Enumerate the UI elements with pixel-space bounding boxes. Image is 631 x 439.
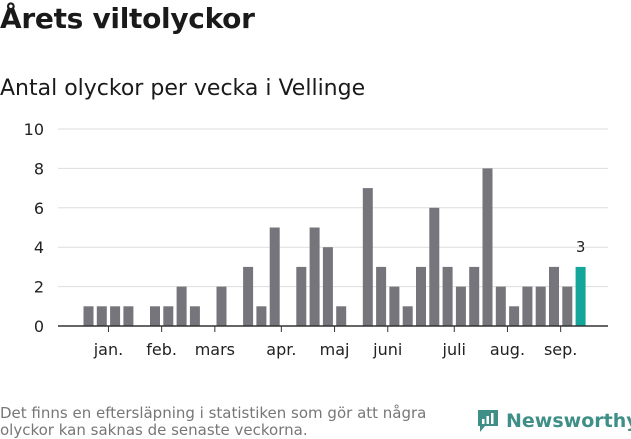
bar xyxy=(562,286,573,326)
bar xyxy=(469,266,480,326)
logo-text: Newsworthy xyxy=(506,410,631,432)
y-tick-label: 0 xyxy=(34,317,44,336)
x-tick-label: feb. xyxy=(146,340,177,359)
bar xyxy=(123,306,134,326)
bar-highlight xyxy=(575,266,586,326)
bars xyxy=(83,168,586,326)
chart-subtitle: Antal olyckor per vecka i Vellinge xyxy=(0,76,366,101)
bar xyxy=(376,266,387,326)
newsworthy-logo: Newsworthy xyxy=(476,408,631,434)
x-tick-label: aug. xyxy=(490,340,525,359)
bar xyxy=(362,188,373,326)
bar xyxy=(256,306,267,326)
newsworthy-logo-icon xyxy=(478,410,498,432)
bar xyxy=(189,306,200,326)
bar xyxy=(482,168,493,326)
bar xyxy=(442,266,453,326)
bar xyxy=(83,306,94,326)
bar xyxy=(322,247,333,326)
bar xyxy=(296,266,307,326)
bar xyxy=(402,306,413,326)
bar xyxy=(389,286,400,326)
bar xyxy=(96,306,107,326)
bar xyxy=(163,306,174,326)
x-tick-label: maj xyxy=(320,340,350,359)
x-tick-label: juli xyxy=(442,340,466,359)
y-tick-label: 4 xyxy=(34,238,44,257)
x-tick-label: jan. xyxy=(93,340,123,359)
bar xyxy=(309,227,320,326)
bar xyxy=(216,286,227,326)
data-label: 3 xyxy=(576,238,586,256)
bar xyxy=(455,286,466,326)
bar xyxy=(416,266,426,326)
bar xyxy=(150,306,160,326)
x-tick-label: mars xyxy=(195,340,235,359)
y-tick-label: 10 xyxy=(24,120,44,139)
bar xyxy=(549,266,559,326)
x-tick-label: apr. xyxy=(266,340,296,359)
bar xyxy=(336,306,347,326)
y-tick-label: 6 xyxy=(34,199,44,218)
bar xyxy=(176,286,187,326)
bar xyxy=(269,227,280,326)
tick-labels: 0 2 4 6 8 10 3 jan. feb. mars apr. maj juni juli aug. s… xyxy=(24,120,586,359)
bar xyxy=(110,306,121,326)
y-tick-label: 2 xyxy=(34,278,44,297)
bar xyxy=(243,266,254,326)
y-tick-label: 8 xyxy=(34,159,44,178)
bar xyxy=(509,306,520,326)
bar xyxy=(522,286,533,326)
bar-chart: 0 2 4 6 8 10 3 jan. feb. mars apr. maj juni juli aug. s… xyxy=(24,120,608,359)
gridlines xyxy=(58,128,608,288)
bar xyxy=(495,286,506,326)
x-tick-label: juni xyxy=(372,340,402,359)
bar xyxy=(429,207,440,326)
chart-title: Årets viltolyckor xyxy=(0,2,255,35)
bar xyxy=(535,286,546,326)
footnote: Det finns en eftersläpning i statistiken… xyxy=(0,404,427,439)
x-axis xyxy=(58,325,608,332)
x-tick-label: sep. xyxy=(544,340,577,359)
